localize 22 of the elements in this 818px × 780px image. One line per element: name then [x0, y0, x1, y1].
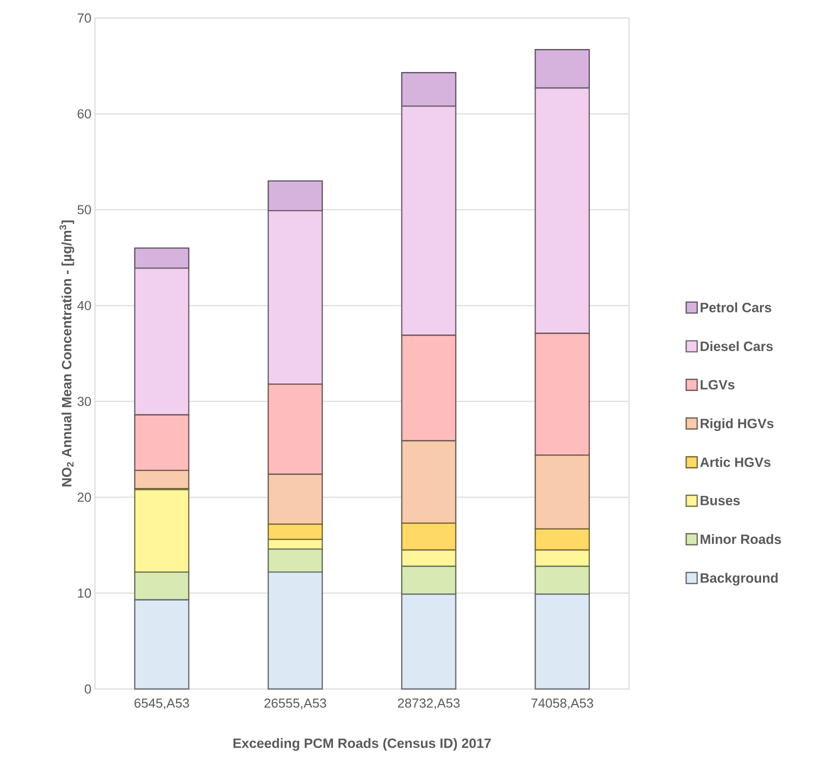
x-tick-label: 28732,A53 [398, 698, 460, 710]
y-tick-label: 50 [78, 205, 91, 214]
y-tick-label: 0 [84, 684, 91, 694]
y-tick-label: 70 [78, 13, 91, 23]
y-axis-title: NO$_{2}$ Annual Mean Concentration - [µg/m$^{3}$] [60, 220, 74, 486]
y-tick-label: 60 [78, 109, 91, 118]
legend-label: Buses [700, 496, 740, 506]
legend-label: Minor Roads [700, 534, 781, 544]
y-tick-label: 20 [78, 492, 91, 502]
y-tick-label: 30 [78, 396, 91, 406]
legend-label: Background [700, 572, 778, 586]
legend-label: Petrol Cars [700, 302, 772, 312]
legend-label: Diesel Cars [700, 341, 773, 352]
legend-label: LGVs [700, 380, 734, 390]
legend-label: Rigid HGVs [700, 418, 774, 431]
x-axis-title: Exceeding PCM Roads (Census ID) 2017 [233, 738, 491, 751]
y-tick-label: 10 [78, 588, 91, 598]
y-tick-label: 40 [77, 300, 91, 310]
legend-label: Artic HGVs [700, 457, 770, 468]
x-tick-label: 6545,A53 [134, 698, 189, 710]
x-tick-label: 74058,A53 [531, 698, 594, 710]
x-tick-label: 26555,A53 [264, 698, 326, 710]
